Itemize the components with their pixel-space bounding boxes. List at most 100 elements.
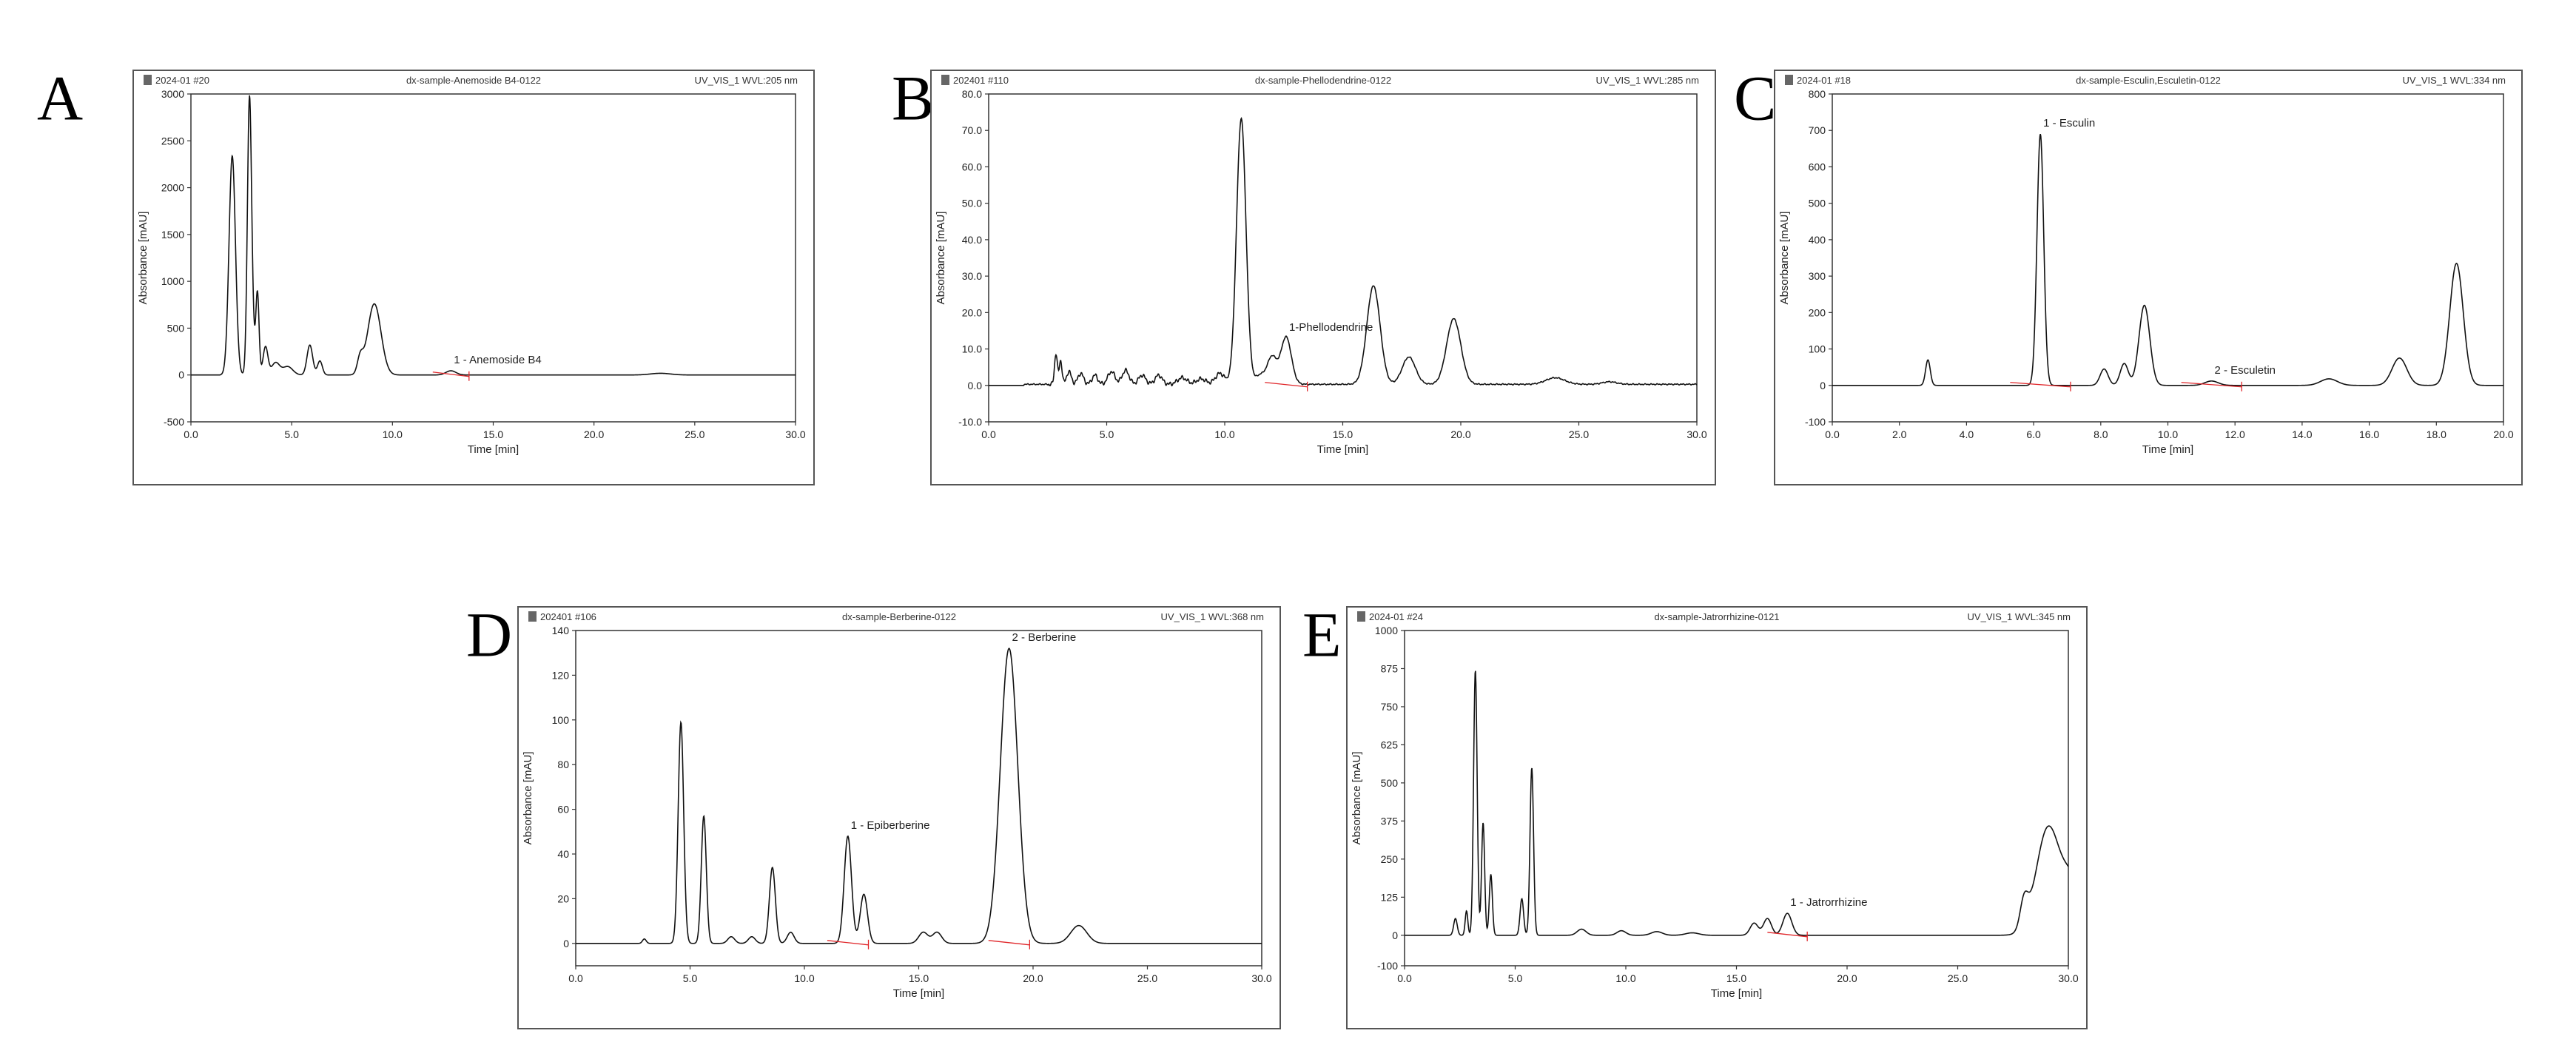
x-tick-label: 10.0 (1615, 972, 1635, 984)
peak-label: 2 - Esculetin (2214, 364, 2276, 377)
x-tick-label: 15.0 (1333, 428, 1353, 440)
x-tick-label: 5.0 (284, 428, 299, 440)
y-tick-label: 2500 (161, 135, 184, 147)
x-tick-label: 25.0 (1569, 428, 1589, 440)
integration-baseline (1767, 932, 1808, 938)
y-tick-label: 60 (557, 804, 569, 816)
panel-letter: D (466, 599, 512, 670)
y-tick-label: 300 (1809, 270, 1826, 282)
series-trace (1832, 133, 2503, 386)
x-axis-label: Time [min] (1317, 443, 1368, 456)
y-tick-label: 1000 (1375, 625, 1398, 636)
header-sample-id: 202401 #110 (953, 75, 1009, 86)
y-tick-label: 80 (557, 759, 569, 770)
x-tick-label: 30.0 (1251, 972, 1271, 984)
header-sample-id: 2024-01 #18 (1797, 75, 1851, 86)
y-tick-label: 100 (552, 714, 570, 726)
header-wavelength: UV_VIS_1 WVL:334 nm (2403, 75, 2506, 86)
x-tick-label: 20.0 (1450, 428, 1470, 440)
header-wavelength: UV_VIS_1 WVL:205 nm (695, 75, 798, 86)
panel-frame (132, 70, 815, 485)
y-tick-label: 70.0 (962, 124, 982, 136)
panel-letter: E (1302, 599, 1342, 670)
header-icon (528, 611, 537, 622)
integration-baseline (827, 940, 869, 946)
integration-baseline (432, 372, 469, 377)
x-tick-label: 14.0 (2292, 428, 2312, 440)
panel-letter: A (37, 63, 83, 134)
x-tick-label: 10.0 (1214, 428, 1234, 440)
integration-baseline (988, 940, 1030, 946)
x-tick-label: 5.0 (683, 972, 698, 984)
x-tick-label: 30.0 (2058, 972, 2078, 984)
panel-frame (517, 606, 1281, 1029)
panel-a: A 2024-01 #20 dx-sample-Anemoside B4-0122 U… (37, 63, 815, 485)
y-tick-label: 500 (1381, 777, 1399, 789)
y-tick-label: 0 (1392, 929, 1398, 941)
peak-label: 1-Phellodendrine (1289, 321, 1373, 334)
x-axis-label: Time [min] (468, 443, 519, 456)
y-tick-label: 875 (1381, 662, 1399, 674)
header-wavelength: UV_VIS_1 WVL:345 nm (1968, 611, 2071, 622)
panel-letter: B (892, 63, 934, 134)
y-axis-label: Absorbance [mAU] (1351, 752, 1363, 845)
series-trace (989, 116, 1698, 387)
x-axis-label: Time [min] (2142, 443, 2193, 456)
y-tick-label: 750 (1381, 701, 1399, 713)
header-icon (941, 75, 949, 85)
x-tick-label: 15.0 (483, 428, 503, 440)
header-sample-id: 2024-01 #20 (155, 75, 209, 86)
y-tick-label: 20.0 (962, 306, 982, 318)
x-tick-label: 6.0 (2026, 428, 2041, 440)
chart-title: dx-sample-Esculin,Esculetin-0122 (2076, 75, 2221, 86)
panel-b: B 202401 #110 dx-sample-Phellodendrine-012… (892, 63, 1716, 485)
y-tick-label: 0 (1820, 380, 1826, 391)
series-trace (576, 648, 1262, 944)
x-tick-label: 20.0 (1023, 972, 1043, 984)
x-tick-label: 15.0 (1726, 972, 1746, 984)
y-axis-label: Absorbance [mAU] (1778, 212, 1791, 305)
chart-title: dx-sample-Anemoside B4-0122 (406, 75, 541, 86)
y-tick-label: 40 (557, 848, 569, 860)
y-tick-label: 625 (1381, 739, 1399, 750)
y-tick-label: 30.0 (962, 270, 982, 282)
x-tick-label: 25.0 (685, 428, 704, 440)
y-tick-label: 0.0 (968, 380, 983, 391)
y-tick-label: 50.0 (962, 198, 982, 209)
y-tick-label: 1500 (161, 229, 184, 241)
panel-e: E 2024-01 #24 dx-sample-Jatrorrhizine-0121… (1302, 599, 2088, 1029)
header-icon (144, 75, 152, 85)
x-tick-label: 2.0 (1892, 428, 1907, 440)
peak-label: 1 - Epiberberine (851, 819, 930, 832)
y-tick-label: -500 (164, 416, 184, 428)
y-tick-label: 700 (1809, 124, 1826, 136)
peak-label: 1 - Esculin (2043, 117, 2095, 130)
x-tick-label: 10.0 (794, 972, 814, 984)
panel-letter: C (1734, 63, 1776, 134)
x-tick-label: 8.0 (2094, 428, 2108, 440)
chart-title: dx-sample-Berberine-0122 (842, 611, 956, 622)
y-tick-label: 500 (167, 322, 185, 334)
y-tick-label: 0 (563, 938, 569, 949)
y-axis-label: Absorbance [mAU] (935, 212, 947, 305)
y-tick-label: 100 (1809, 343, 1826, 355)
header-wavelength: UV_VIS_1 WVL:285 nm (1596, 75, 1699, 86)
x-tick-label: 0.0 (1397, 972, 1412, 984)
peak-label: 1 - Jatrorrhizine (1790, 896, 1867, 909)
y-tick-label: 375 (1381, 815, 1399, 827)
series-trace (191, 95, 796, 376)
header-icon (1785, 75, 1793, 85)
integration-baseline (2010, 382, 2071, 388)
y-tick-label: 120 (552, 669, 570, 681)
x-tick-label: 20.0 (584, 428, 604, 440)
x-tick-label: 0.0 (184, 428, 198, 440)
x-tick-label: 0.0 (1825, 428, 1840, 440)
header-sample-id: 202401 #106 (540, 611, 596, 622)
x-tick-label: 30.0 (1686, 428, 1706, 440)
y-axis-label: Absorbance [mAU] (137, 212, 149, 305)
y-tick-label: 40.0 (962, 234, 982, 246)
y-tick-label: 80.0 (962, 88, 982, 100)
x-tick-label: 5.0 (1100, 428, 1114, 440)
panel-d: D 202401 #106 dx-sample-Berberine-0122 UV_V… (466, 599, 1281, 1029)
